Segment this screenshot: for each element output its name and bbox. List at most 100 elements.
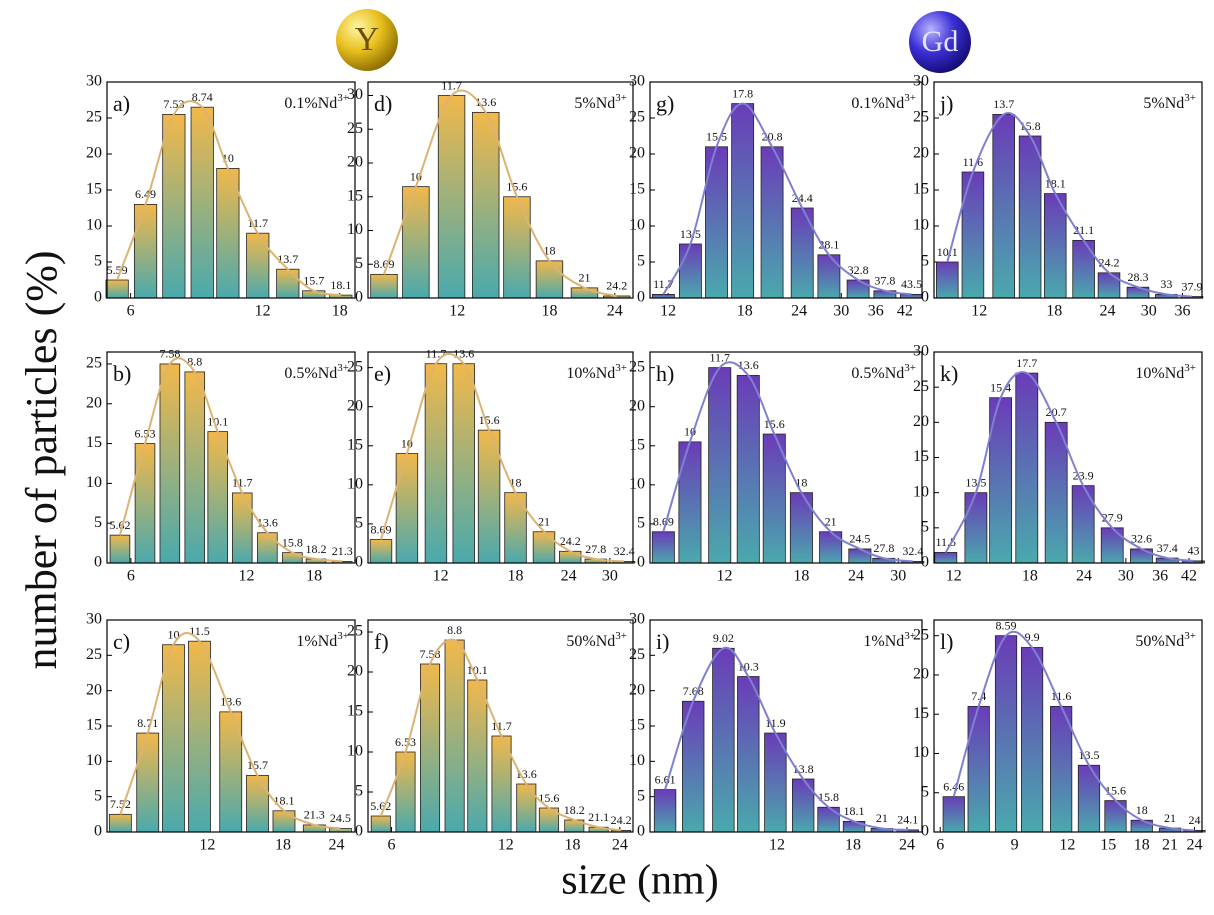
- bar: [191, 107, 213, 298]
- value-label: 37.4: [1157, 541, 1178, 555]
- y-tick-label: 10: [347, 743, 363, 760]
- x-tick-label: 12: [769, 837, 785, 854]
- y-tick-label: 25: [913, 378, 929, 395]
- y-tick-label: 25: [913, 626, 929, 643]
- value-label: 5.62: [109, 518, 130, 532]
- annotation-text: 50%Nd: [566, 633, 615, 650]
- bar: [968, 706, 989, 832]
- bar: [849, 549, 871, 563]
- y-tick-label: 10: [86, 474, 102, 491]
- y-tick-label: 15: [347, 187, 363, 204]
- annotation: 50%Nd3+: [1135, 630, 1196, 650]
- x-tick-label: 24: [329, 837, 345, 854]
- bar: [188, 641, 210, 832]
- bar: [185, 372, 205, 563]
- value-label: 37.8: [874, 274, 895, 288]
- annotation: 0.1%Nd3+: [284, 92, 349, 112]
- bar: [232, 493, 252, 563]
- bar: [277, 269, 299, 298]
- x-tick-label: 18: [564, 837, 580, 854]
- annotation: 5%Nd3+: [1143, 92, 1196, 112]
- x-axis-label: size (nm): [561, 858, 718, 904]
- value-label: 8.69: [370, 522, 391, 536]
- value-label: 8.71: [137, 716, 158, 730]
- value-label: 15.6: [1105, 783, 1126, 797]
- bar: [790, 493, 812, 563]
- y-tick-label: 25: [347, 623, 363, 640]
- column-header: Gd: [922, 25, 959, 58]
- y-tick-label: 15: [347, 703, 363, 720]
- y-tick-label: 10: [629, 476, 645, 493]
- panel-label: h): [656, 361, 674, 386]
- y-tick-label: 20: [347, 154, 363, 171]
- value-label: 17.7: [1016, 356, 1037, 370]
- bar: [134, 204, 156, 298]
- y-tick-label: 0: [637, 554, 645, 571]
- x-tick-label: 12: [717, 568, 733, 585]
- y-tick-label: 10: [913, 483, 929, 500]
- annotation-superscript: 3+: [904, 362, 916, 374]
- value-label: 6.61: [655, 772, 676, 786]
- y-tick-label: 5: [355, 783, 363, 800]
- y-tick-label: 15: [86, 434, 102, 451]
- bar: [163, 114, 185, 298]
- x-tick-label: 30: [1118, 568, 1134, 585]
- y-tick-label: 10: [86, 217, 102, 234]
- bar: [517, 784, 536, 832]
- value-label: 24.5: [849, 532, 870, 546]
- bar: [282, 553, 302, 563]
- y-tick-label: 30: [913, 343, 929, 360]
- y-tick-label: 0: [355, 823, 363, 840]
- y-tick-label: 15: [347, 436, 363, 453]
- y-tick-label: 15: [86, 181, 102, 198]
- bar: [453, 364, 475, 563]
- y-tick-label: 0: [94, 289, 102, 306]
- y-tick-label: 30: [347, 86, 363, 103]
- x-tick-label: 12: [238, 568, 254, 585]
- value-label: 18: [795, 475, 807, 489]
- x-tick-label: 36: [1152, 568, 1168, 585]
- x-tick-label: 12: [1059, 837, 1075, 854]
- x-tick-label: 9: [1011, 837, 1019, 854]
- bar: [1101, 528, 1123, 563]
- y-tick-label: 20: [347, 397, 363, 414]
- y-tick-label: 0: [94, 823, 102, 840]
- bar: [468, 680, 487, 832]
- y-tick-label: 15: [629, 436, 645, 453]
- annotation-superscript: 3+: [1184, 362, 1196, 374]
- y-tick-label: 25: [347, 358, 363, 375]
- bar: [709, 368, 731, 563]
- annotation-text: 0.1%Nd: [284, 95, 337, 112]
- y-tick-label: 20: [86, 145, 102, 162]
- annotation: 1%Nd3+: [863, 630, 916, 650]
- panel-label: e): [374, 361, 391, 386]
- annotation-text: 1%Nd: [296, 633, 337, 650]
- bar: [109, 814, 131, 832]
- annotation-superscript: 3+: [615, 630, 627, 642]
- x-tick-label: 18: [306, 568, 322, 585]
- y-tick-label: 10: [86, 752, 102, 769]
- x-tick-label: 12: [498, 837, 514, 854]
- x-tick-label: 24: [612, 837, 628, 854]
- value-label: 37.9: [1182, 279, 1203, 293]
- bar: [847, 280, 869, 298]
- x-tick-label: 12: [255, 303, 271, 320]
- annotation-text: 1%Nd: [863, 633, 904, 650]
- x-tick-label: 30: [1141, 303, 1157, 320]
- bar: [943, 797, 964, 832]
- y-tick-label: 5: [921, 783, 929, 800]
- y-tick-label: 20: [629, 681, 645, 698]
- bar: [679, 244, 701, 298]
- y-tick-label: 30: [629, 611, 645, 628]
- y-tick-label: 5: [355, 255, 363, 272]
- x-tick-label: 12: [971, 303, 987, 320]
- annotation: 1%Nd3+: [296, 630, 349, 650]
- y-tick-label: 25: [86, 355, 102, 372]
- bar: [962, 172, 984, 298]
- y-tick-label: 0: [637, 289, 645, 306]
- annotation-text: 10%Nd: [1135, 365, 1184, 382]
- value-label: 32.4: [614, 544, 635, 558]
- bar: [818, 255, 840, 298]
- x-tick-label: 18: [1046, 303, 1062, 320]
- value-label: 15.6: [506, 180, 527, 194]
